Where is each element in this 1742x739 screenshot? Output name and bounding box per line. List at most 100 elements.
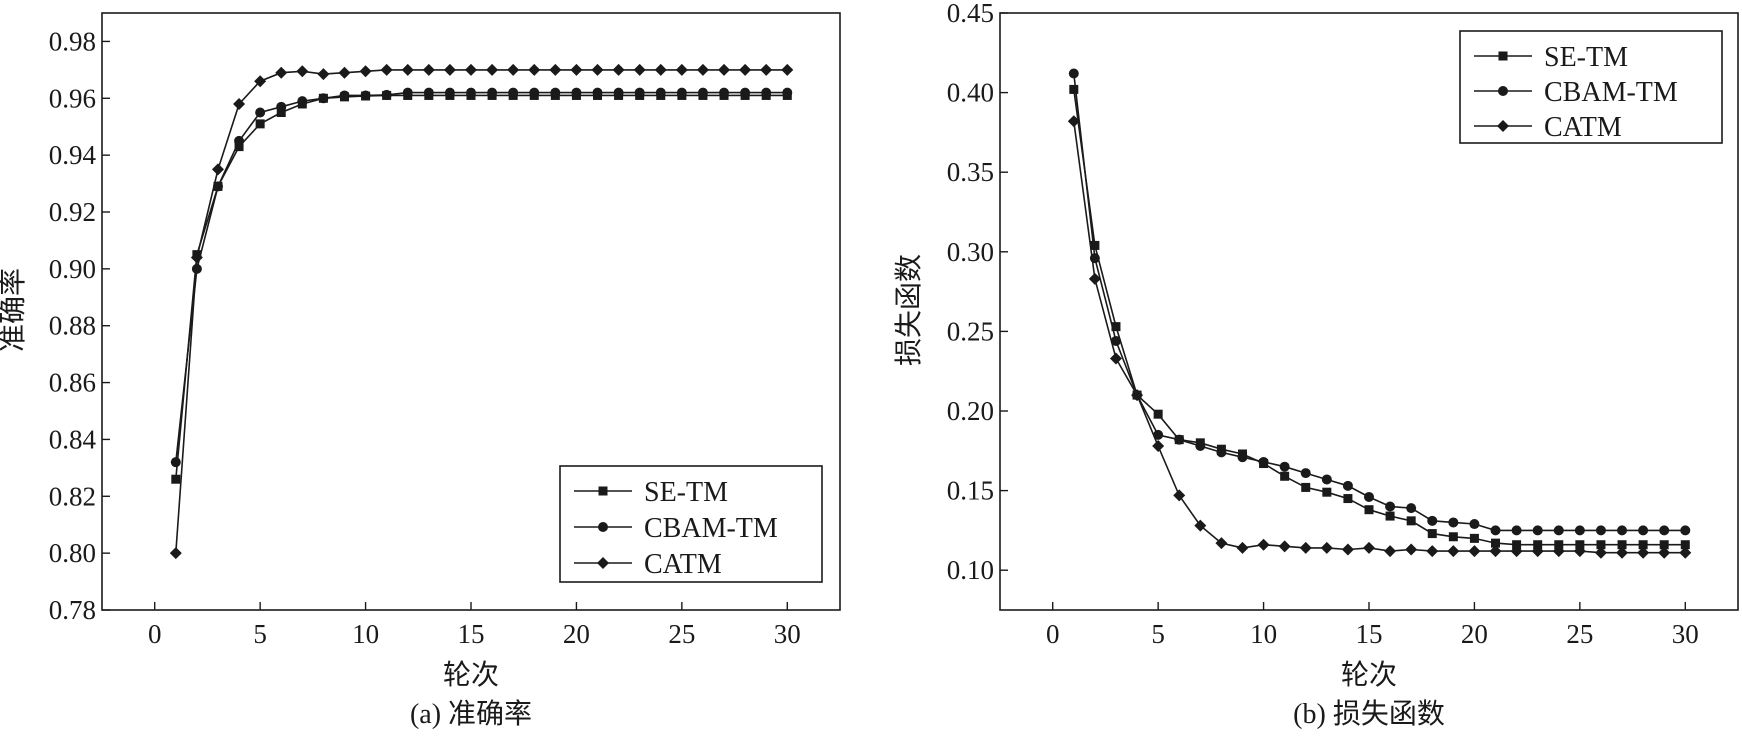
legend-marker (598, 486, 608, 496)
series-SE-TM (1069, 84, 1690, 550)
data-point (1680, 525, 1691, 536)
data-point (1469, 533, 1479, 543)
x-tick-label: 0 (148, 619, 162, 649)
data-point (1596, 540, 1606, 550)
data-point (696, 63, 709, 76)
y-tick-label: 0.84 (49, 424, 97, 454)
data-point (171, 474, 181, 484)
data-point (338, 66, 351, 79)
series-layer (169, 63, 794, 560)
y-tick-label: 0.82 (49, 481, 96, 511)
axis-ticks: 0 5 10 15 20 25 30 0.78 0.80 0.82 0.84 0.86 0.88 0.90… (49, 26, 801, 649)
data-point (190, 251, 203, 264)
data-point (359, 65, 372, 78)
x-tick-label: 0 (1046, 619, 1060, 649)
data-point (1322, 487, 1332, 497)
data-point (1510, 545, 1523, 558)
data-point (592, 87, 603, 98)
data-point (254, 75, 267, 88)
legend-item: SE-TM (1474, 42, 1628, 73)
data-point (1638, 540, 1648, 550)
data-point (1152, 440, 1165, 453)
x-tick-label: 5 (1151, 619, 1165, 649)
data-point (1364, 491, 1374, 502)
data-point (211, 163, 224, 176)
data-point (1512, 540, 1522, 550)
data-point (234, 142, 244, 152)
data-point (1110, 335, 1121, 346)
y-tick-label: 0.45 (947, 0, 994, 28)
x-tick-label: 20 (1461, 619, 1488, 649)
data-point (1617, 525, 1628, 536)
data-point (1173, 489, 1186, 502)
data-point (612, 63, 625, 76)
x-axis-label: 轮次 (443, 659, 499, 691)
data-point (570, 63, 583, 76)
data-point (402, 87, 413, 98)
panel-a: 0 5 10 15 20 25 30 0.78 0.80 0.82 0.84 0.86 0.88 0.90… (0, 12, 841, 730)
y-tick-label: 0.86 (49, 368, 96, 398)
legend-label: CBAM-TM (644, 513, 778, 544)
y-tick-label: 0.78 (49, 595, 96, 625)
data-point (1300, 468, 1311, 479)
data-point (1364, 505, 1374, 515)
data-point (423, 87, 434, 98)
data-point (1468, 545, 1481, 558)
data-point (1109, 352, 1122, 365)
data-point (401, 63, 414, 76)
data-point (1447, 545, 1460, 558)
x-tick-label: 5 (253, 619, 267, 649)
y-tick-label: 0.30 (947, 237, 994, 267)
y-tick-label: 0.88 (49, 311, 96, 341)
data-point (1131, 389, 1144, 402)
data-point (255, 107, 266, 118)
legend-items: SE-TM CBAM-TM CATM (1474, 42, 1678, 143)
x-tick-label: 15 (458, 619, 485, 649)
legend-item: CATM (574, 549, 722, 580)
data-point (317, 68, 330, 81)
series-SE-TM (171, 90, 792, 484)
data-point (718, 63, 731, 76)
data-point (719, 87, 730, 98)
data-point (443, 63, 456, 76)
x-tick-label: 25 (668, 619, 695, 649)
data-point (529, 87, 540, 98)
legend-marker (1498, 51, 1508, 61)
legend-marker (598, 522, 608, 532)
y-tick-label: 0.10 (947, 555, 994, 585)
data-point (1237, 452, 1248, 463)
data-point (613, 87, 624, 98)
y-axis-label: 损失函数 (893, 254, 925, 366)
legend: SE-TM CBAM-TM CATM (1459, 30, 1723, 144)
data-point (591, 63, 604, 76)
data-point (571, 87, 582, 98)
legend-item: CATM (1474, 112, 1622, 143)
data-point (1427, 529, 1437, 539)
data-point (1617, 540, 1627, 550)
legend-item: CBAM-TM (574, 513, 778, 544)
legend-label: CATM (644, 549, 722, 580)
x-tick-label: 10 (1250, 619, 1277, 649)
data-point (1153, 409, 1163, 419)
data-point (360, 90, 371, 101)
y-tick-label: 0.94 (49, 140, 97, 170)
data-point (380, 63, 393, 76)
data-point (1406, 503, 1417, 514)
data-point (675, 63, 688, 76)
series-CBAM-TM (1068, 68, 1691, 536)
data-point (1573, 545, 1586, 558)
data-point (781, 63, 794, 76)
data-point (486, 63, 499, 76)
data-point (1680, 540, 1690, 550)
data-point (1595, 525, 1606, 536)
data-point (1659, 525, 1670, 536)
legend-marker (597, 557, 609, 569)
data-point (1594, 546, 1607, 559)
data-point (296, 65, 309, 78)
data-point (1194, 519, 1207, 532)
data-point (1574, 525, 1585, 536)
data-point (1638, 525, 1649, 536)
data-point (1554, 540, 1564, 550)
data-point (1069, 84, 1079, 94)
